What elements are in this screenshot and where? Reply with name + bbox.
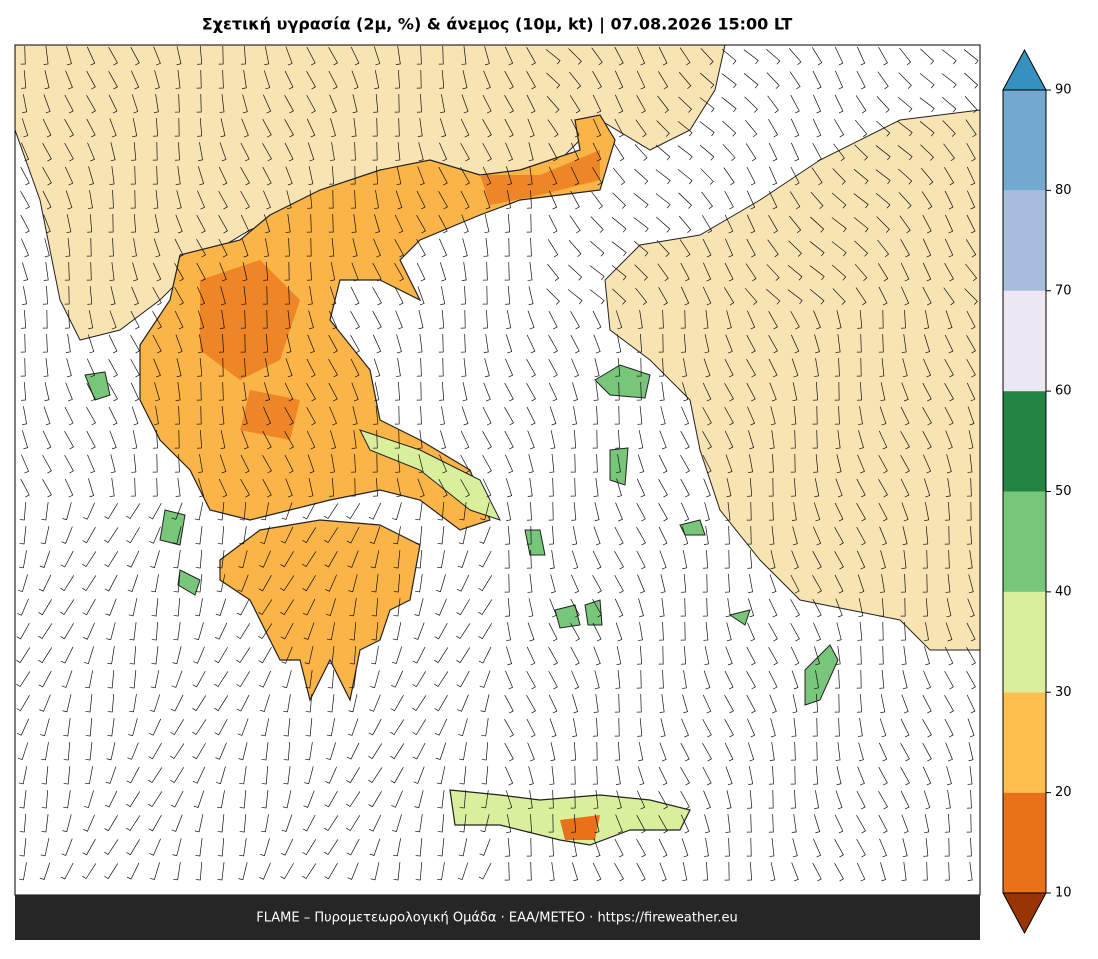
wind-barbs: [16, 45, 979, 882]
colorbar-tick-label: 30: [1055, 685, 1072, 700]
colorbar: 10 20 30 40 50 60 70 80 90: [1002, 48, 1072, 935]
colorbar-tick-label: 20: [1055, 785, 1072, 800]
rhodes: [804, 644, 839, 706]
crete-dry: [560, 815, 600, 840]
island: [84, 371, 751, 629]
colorbar-segment: [1003, 391, 1046, 492]
lesbos: [594, 364, 651, 399]
colorbar-segment: [1003, 692, 1046, 793]
colorbar-segment: [1003, 792, 1046, 893]
colorbar-tick-label: 60: [1055, 384, 1072, 399]
colorbar-tick-label: 10: [1055, 886, 1072, 901]
dry-area: [200, 150, 600, 440]
crete: [449, 789, 691, 846]
colorbar-segment: [1003, 290, 1046, 392]
colorbar-tick-label: 70: [1055, 283, 1072, 298]
map-title: Σχετική υγρασία (2μ, %) & άνεμος (10μ, k…: [202, 15, 793, 35]
barb-lines: [16, 45, 979, 882]
colorbar-under: [1002, 892, 1047, 935]
map: [15, 45, 980, 895]
colorbar-tick-label: 90: [1055, 83, 1072, 98]
colorbar-segment: [1003, 190, 1046, 291]
footer-bar: [15, 895, 980, 940]
colorbar-segment: [1003, 491, 1046, 592]
colorbar-tick-label: 40: [1055, 584, 1072, 599]
evia: [359, 429, 501, 521]
peloponnese: [219, 519, 421, 702]
colorbar-over: [1002, 48, 1047, 91]
colorbar-segment: [1003, 90, 1046, 191]
colorbar-segment: [1003, 591, 1046, 693]
land-east: [604, 109, 980, 651]
colorbar-tick-label: 50: [1055, 484, 1072, 499]
footer-text: FLAME – Πυρομετεωρολογική Ομάδα · ΕΑΑ/ME…: [256, 911, 738, 926]
colorbar-tick-label: 80: [1055, 183, 1072, 198]
